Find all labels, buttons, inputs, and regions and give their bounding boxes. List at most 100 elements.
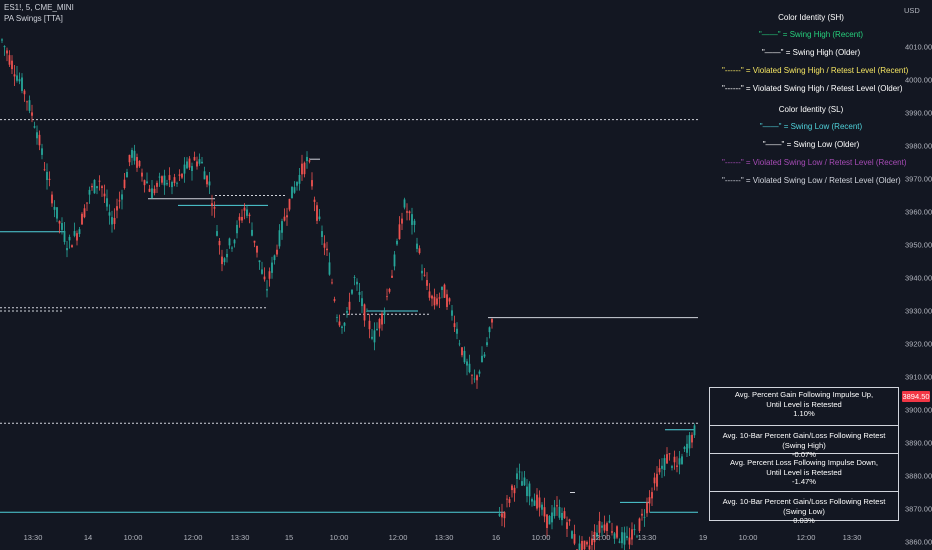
candle-body	[543, 507, 546, 517]
candle-body	[171, 181, 173, 188]
candle-body	[268, 271, 271, 279]
candle-body	[518, 471, 521, 473]
candle	[228, 237, 231, 249]
candle	[238, 213, 241, 228]
candle-body	[358, 291, 361, 295]
candle	[281, 218, 283, 240]
candle-body	[91, 185, 93, 188]
candle-body	[371, 336, 373, 339]
candle-body	[573, 534, 576, 544]
candle	[371, 328, 373, 341]
candle-body	[31, 112, 33, 116]
candle	[436, 294, 438, 307]
candle-body	[558, 506, 561, 518]
candle	[663, 454, 666, 477]
candle-body	[228, 238, 231, 246]
candle-body	[346, 310, 348, 313]
candle	[638, 517, 641, 533]
candle-body	[33, 126, 36, 128]
candle-body	[658, 468, 661, 473]
candle-body	[581, 540, 583, 550]
candle	[433, 288, 436, 310]
candle-body	[136, 157, 138, 168]
indicator-name[interactable]: PA Swings [TTA]	[4, 14, 63, 23]
candle	[521, 471, 523, 486]
candle	[468, 354, 471, 374]
candle-body	[331, 282, 333, 284]
candle	[356, 278, 358, 291]
candle-body	[216, 231, 218, 236]
candle	[328, 252, 331, 276]
candle	[628, 527, 631, 550]
candle-body	[661, 465, 663, 469]
candle	[78, 226, 81, 237]
candle	[291, 186, 293, 199]
candle-body	[603, 524, 606, 531]
candle-body	[113, 217, 116, 224]
candle	[216, 224, 218, 237]
candle	[326, 241, 328, 257]
candle	[128, 154, 131, 167]
candle	[686, 435, 688, 458]
candle	[396, 238, 398, 246]
candle	[661, 458, 663, 478]
candle-body	[536, 494, 538, 509]
candle	[418, 245, 421, 255]
candle-body	[223, 258, 226, 263]
candle-body	[633, 529, 636, 531]
candle-body	[613, 533, 616, 539]
candle-body	[461, 347, 463, 356]
candle-body	[41, 148, 43, 155]
candle-body	[276, 249, 278, 255]
candle-body	[421, 270, 423, 274]
stats-label: Avg. 10-Bar Percent Gain/Loss Following …	[722, 431, 886, 450]
candle-body	[641, 513, 643, 516]
candle	[346, 306, 348, 318]
candle-body	[463, 350, 466, 363]
stats-label-line2: Until Level is Retested	[766, 467, 842, 477]
candle-body	[418, 248, 421, 254]
symbol-info[interactable]: ES1!, 5, CME_MINI	[4, 3, 74, 12]
candle	[483, 351, 486, 358]
candle	[41, 143, 43, 160]
candle	[581, 536, 583, 550]
candle	[38, 130, 41, 151]
candle-body	[686, 443, 688, 453]
candle	[528, 481, 531, 506]
time-tick-label: 14	[84, 533, 92, 542]
candle	[186, 157, 188, 170]
candle	[273, 254, 276, 265]
price-tick-label: 3910.00	[905, 373, 932, 382]
candle	[381, 311, 383, 331]
candle	[36, 125, 38, 145]
candle	[173, 173, 176, 187]
price-tick-label: 4000.00	[905, 76, 932, 85]
candle-body	[598, 521, 601, 533]
candle-body	[648, 497, 651, 504]
candle	[511, 484, 513, 498]
candle-body	[693, 425, 696, 436]
candle-body	[523, 477, 526, 486]
candle	[388, 287, 391, 294]
candle	[48, 171, 51, 187]
candle	[61, 217, 63, 235]
candle	[303, 161, 306, 178]
candle-body	[98, 180, 101, 182]
candle	[271, 256, 273, 279]
candle	[533, 493, 536, 507]
candle	[398, 216, 401, 240]
candle	[626, 526, 628, 541]
legend-swing-low: Color Identity (SL) "——" = Swing Low (Re…	[722, 104, 907, 193]
candle	[631, 522, 633, 546]
time-tick-label: 12:00	[797, 533, 816, 542]
candle-body	[531, 499, 533, 502]
candle-body	[446, 294, 448, 307]
candle-body	[306, 156, 308, 162]
candle	[413, 218, 416, 233]
time-tick-label: 13:30	[24, 533, 43, 542]
candle	[176, 181, 178, 187]
price-tick-label: 3970.00	[905, 175, 932, 184]
legend-sh-row-older: "——" = Swing High (Older)	[761, 48, 861, 57]
candle-body	[106, 198, 108, 207]
